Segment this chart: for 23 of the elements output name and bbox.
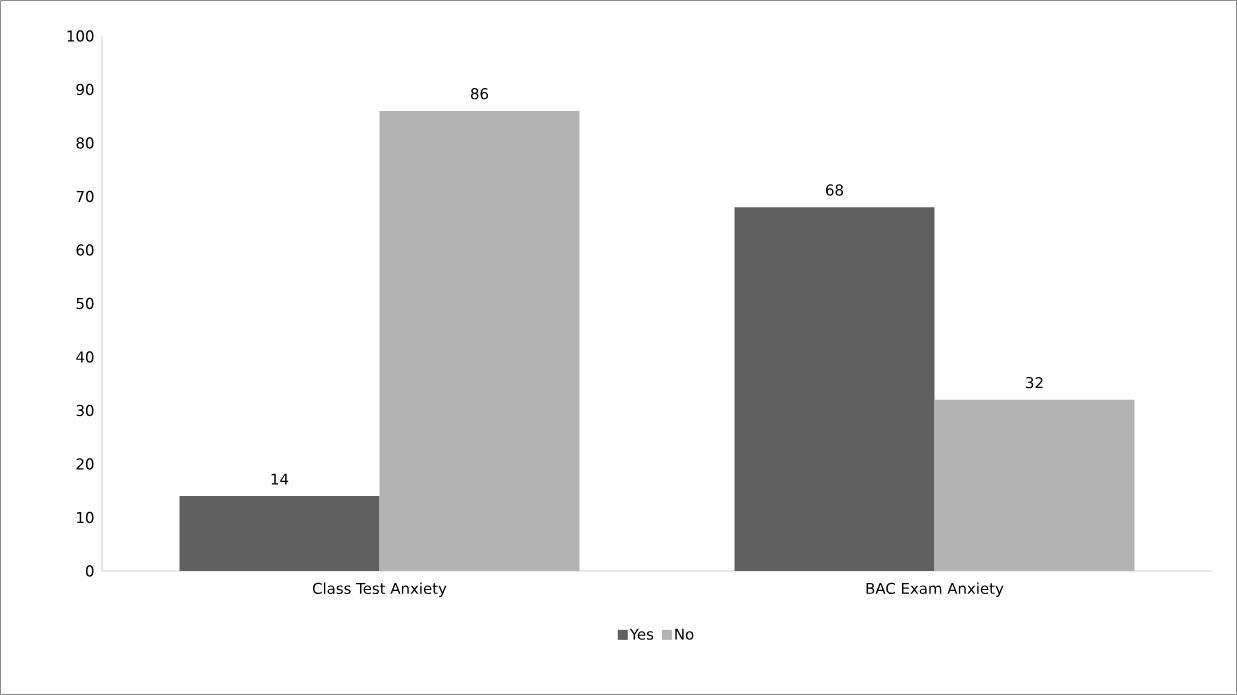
bar (934, 399, 1135, 571)
y-tick-label: 50 (76, 297, 94, 310)
data-label: 32 (1026, 376, 1043, 389)
legend-label: Yes (629, 628, 654, 640)
legend-label: No (675, 628, 694, 640)
data-label: 14 (271, 473, 289, 485)
y-tick-label: 30 (76, 404, 94, 417)
y-tick-label: 90 (76, 83, 94, 96)
bar (734, 207, 935, 571)
data-label: 86 (471, 88, 489, 100)
bar (179, 496, 380, 571)
y-tick-label: 80 (76, 137, 94, 149)
data-label: 68 (826, 184, 843, 196)
x-tick-label: Class Test Anxiety (312, 582, 447, 597)
y-tick-label: 40 (76, 351, 94, 363)
bar (379, 110, 580, 571)
y-tick-label: 60 (76, 244, 94, 256)
y-tick-label: 10 (77, 511, 94, 524)
y-tick-label: 100 (67, 30, 94, 42)
y-tick-label: 0 (85, 565, 94, 577)
y-tick-label: 20 (76, 458, 94, 470)
x-tick-label: BAC Exam Anxiety (866, 582, 1004, 597)
y-tick-label: 70 (76, 190, 94, 203)
